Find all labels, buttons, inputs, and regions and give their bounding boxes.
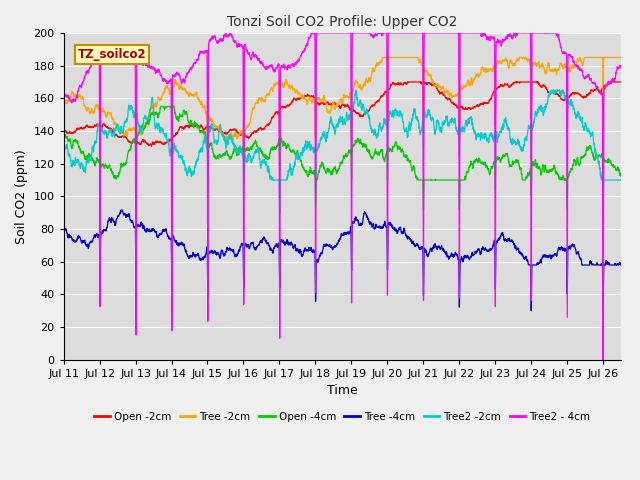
Tree -4cm xyxy=(60,222,68,228)
Tree2 -2cm xyxy=(548,87,556,93)
Tree -4cm xyxy=(546,252,554,258)
Open -4cm xyxy=(274,142,282,147)
Y-axis label: Soil CO2 (ppm): Soil CO2 (ppm) xyxy=(15,149,28,244)
Tree2 -2cm xyxy=(546,90,554,96)
Line: Tree2 -2cm: Tree2 -2cm xyxy=(64,90,621,214)
Line: Tree -2cm: Tree -2cm xyxy=(64,58,621,180)
Tree2 - 4cm xyxy=(546,30,554,36)
Tree -4cm xyxy=(298,252,305,258)
Open -2cm xyxy=(298,94,305,99)
Tree -4cm xyxy=(606,262,614,268)
Tree2 -2cm xyxy=(617,177,625,183)
Open -4cm xyxy=(157,104,164,109)
Open -2cm xyxy=(617,79,625,85)
Tree -2cm xyxy=(124,131,131,136)
Open -4cm xyxy=(547,168,554,173)
Open -2cm xyxy=(547,89,554,95)
Tree -2cm xyxy=(298,93,305,98)
Tree2 - 4cm xyxy=(606,81,614,86)
Tree2 -2cm xyxy=(156,125,164,131)
Tree -2cm xyxy=(157,96,164,101)
Tree -4cm xyxy=(274,243,282,249)
Open -2cm xyxy=(274,110,282,116)
Tree -4cm xyxy=(617,262,625,268)
Open -4cm xyxy=(298,160,305,166)
Line: Open -4cm: Open -4cm xyxy=(64,107,621,210)
Line: Tree2 - 4cm: Tree2 - 4cm xyxy=(64,33,621,360)
Open -2cm xyxy=(404,79,412,85)
Line: Open -2cm: Open -2cm xyxy=(64,82,621,181)
Tree2 -2cm xyxy=(124,118,131,124)
Tree2 - 4cm xyxy=(298,51,305,57)
Tree2 -2cm xyxy=(60,146,68,152)
Tree -2cm xyxy=(606,55,614,60)
Tree -2cm xyxy=(617,55,625,60)
Open -4cm xyxy=(606,158,614,164)
Tree2 - 4cm xyxy=(226,30,234,36)
Legend: Open -2cm, Tree -2cm, Open -4cm, Tree -4cm, Tree2 -2cm, Tree2 - 4cm: Open -2cm, Tree -2cm, Open -4cm, Tree -4… xyxy=(90,408,595,426)
Tree -2cm xyxy=(60,101,68,107)
Open -4cm xyxy=(156,106,164,111)
Text: TZ_soilco2: TZ_soilco2 xyxy=(77,48,147,60)
Tree -2cm xyxy=(547,68,554,73)
Tree -2cm xyxy=(379,55,387,60)
X-axis label: Time: Time xyxy=(327,384,358,397)
Tree2 - 4cm xyxy=(617,63,625,69)
Open -2cm xyxy=(124,136,131,142)
Tree -2cm xyxy=(132,177,140,182)
Tree2 -2cm xyxy=(276,211,284,216)
Tree2 - 4cm xyxy=(156,72,164,78)
Tree2 -2cm xyxy=(273,177,281,183)
Tree -4cm xyxy=(124,212,131,218)
Tree2 - 4cm xyxy=(599,357,607,363)
Tree2 - 4cm xyxy=(274,63,282,69)
Open -4cm xyxy=(420,207,428,213)
Open -4cm xyxy=(124,155,131,161)
Tree2 - 4cm xyxy=(124,54,131,60)
Open -2cm xyxy=(60,131,68,137)
Tree2 -2cm xyxy=(298,150,305,156)
Open -4cm xyxy=(617,171,625,177)
Open -4cm xyxy=(60,132,68,137)
Tree -4cm xyxy=(118,207,126,213)
Tree2 - 4cm xyxy=(60,96,68,101)
Open -2cm xyxy=(606,79,614,85)
Open -2cm xyxy=(132,178,140,184)
Tree -2cm xyxy=(274,81,282,86)
Tree -4cm xyxy=(157,231,164,237)
Tree -4cm xyxy=(599,308,607,314)
Title: Tonzi Soil CO2 Profile: Upper CO2: Tonzi Soil CO2 Profile: Upper CO2 xyxy=(227,15,458,29)
Tree2 -2cm xyxy=(606,177,614,183)
Open -2cm xyxy=(157,139,164,145)
Line: Tree -4cm: Tree -4cm xyxy=(64,210,621,311)
